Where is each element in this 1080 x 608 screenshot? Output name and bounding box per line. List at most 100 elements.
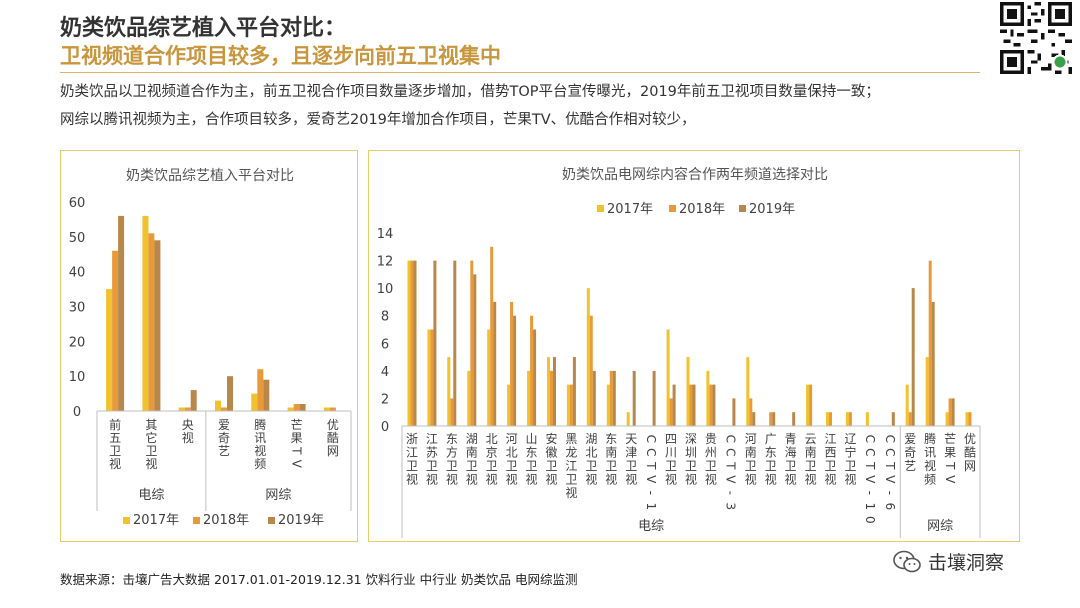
- x-tick-label: 云: [805, 432, 817, 446]
- x-tick-label: 广: [765, 432, 777, 446]
- bar-贵州卫视-2018年: [709, 384, 713, 426]
- x-tick-label: 西: [825, 446, 837, 460]
- x-tick-label: 津: [625, 446, 637, 460]
- chart-panel-channel: 奶类饮品电网综内容合作两年频道选择对比 2017年 2018年 2019年 0 2 4 6 8 1…: [368, 150, 1020, 542]
- legend-swatch: [123, 517, 130, 524]
- x-tick-label: 视: [466, 472, 478, 487]
- x-tick-label: 深: [685, 432, 697, 446]
- x-tick-label: 优: [964, 432, 976, 446]
- x-tick-label: 湖: [585, 431, 597, 446]
- x-tick-label: 视: [526, 472, 538, 487]
- legend-label: 2019年: [749, 202, 795, 217]
- x-tick-label: 卫: [844, 459, 856, 473]
- bar-安徽卫视-2018年: [550, 370, 553, 426]
- x-tick-label: 视: [406, 472, 418, 487]
- x-tick-label: 宁: [844, 445, 856, 460]
- bar-芒果TV-2018年: [293, 404, 300, 411]
- x-tick-label: 卫: [665, 459, 677, 473]
- bar-天津卫视-2019年: [632, 370, 636, 426]
- bar-芒果TV-2018年: [948, 398, 952, 426]
- legend-swatch: [268, 517, 275, 524]
- y-tick-label: 10: [377, 282, 394, 297]
- x-tick-label: 视: [924, 458, 936, 473]
- bar-湖南卫视-2018年: [470, 260, 474, 426]
- x-tick-label: 东: [765, 446, 777, 460]
- x-tick-label: 艺: [218, 444, 230, 458]
- bar-前五卫视-2019年: [118, 215, 125, 411]
- x-tick-label: 频: [924, 473, 936, 487]
- x-tick-label: 其: [145, 418, 157, 432]
- x-tick-label: V: [289, 460, 303, 469]
- x-tick-label: 视: [685, 472, 697, 487]
- x-tick-label: 视: [182, 430, 194, 445]
- x-tick-label: 视: [844, 472, 856, 487]
- x-tick-label: 视: [785, 472, 797, 487]
- bar-北京卫视-2017年: [487, 329, 491, 426]
- x-tick-label: V: [644, 475, 658, 484]
- bar-腾讯视频-2018年: [928, 260, 932, 426]
- bar-江苏卫视-2017年: [427, 329, 431, 426]
- x-tick-label: C: [724, 448, 738, 456]
- x-tick-label: 视: [506, 472, 518, 487]
- x-tick-label: 川: [665, 446, 677, 460]
- x-tick-label: 它: [145, 430, 157, 445]
- x-tick-label: 果: [944, 446, 956, 460]
- x-tick-label: 北: [585, 446, 597, 460]
- x-tick-label: 网: [327, 444, 339, 458]
- x-tick-label: 卫: [526, 459, 538, 473]
- x-tick-label: 山: [526, 432, 538, 446]
- x-tick-label: 奇: [218, 431, 230, 445]
- bar-东方卫视-2017年: [447, 357, 451, 426]
- x-tick-label: 东: [526, 446, 538, 460]
- bar-爱奇艺-2019年: [911, 288, 915, 426]
- x-tick-label: 央: [182, 418, 194, 432]
- x-tick-label: 卫: [565, 473, 577, 487]
- x-tick-label: 卫: [605, 459, 617, 473]
- x-tick-label: 前: [109, 417, 121, 432]
- x-tick-label: 卫: [705, 459, 717, 473]
- bar-其它卫视-2017年: [142, 215, 149, 411]
- bar-黑龙江卫视-2018年: [569, 384, 573, 426]
- x-tick-label: 芒: [944, 431, 956, 446]
- platform-comparison-chart: 奶类饮品综艺植入平台对比0102030405060前五卫视其它卫视央视爱奇艺腾讯…: [69, 168, 352, 528]
- bar-爱奇艺-2019年: [227, 376, 233, 411]
- x-tick-label: 酷: [327, 431, 339, 445]
- x-tick-label: 北: [486, 432, 498, 446]
- bar-河北卫视-2017年: [507, 384, 511, 426]
- x-tick-label: 方: [446, 445, 458, 460]
- x-tick-label: 北: [506, 446, 518, 460]
- bar-江西卫视-2018年: [829, 412, 832, 426]
- bar-腾讯视频-2017年: [925, 357, 929, 426]
- bar-东方卫视-2019年: [453, 260, 457, 426]
- wechat-icon: [893, 550, 921, 572]
- bar-北京卫视-2018年: [490, 246, 494, 426]
- x-tick-label: T: [883, 461, 897, 470]
- legend-swatch: [597, 205, 604, 212]
- bar-东南卫视-2018年: [609, 370, 613, 426]
- x-tick-label: 州: [705, 446, 717, 460]
- x-tick-label: 视: [625, 472, 637, 487]
- bar-黑龙江卫视-2017年: [566, 384, 570, 426]
- x-tick-label: 卫: [446, 459, 458, 473]
- bar-贵州卫视-2017年: [706, 370, 710, 426]
- bar-央视-2018年: [184, 407, 191, 411]
- x-tick-label: 龙: [565, 446, 577, 460]
- bar-湖南卫视-2017年: [467, 370, 471, 426]
- bar-爱奇艺-2018年: [908, 412, 912, 426]
- bar-东方卫视-2018年: [450, 398, 454, 426]
- x-tick-label: 酷: [964, 446, 976, 460]
- x-tick-label: 优: [327, 418, 339, 432]
- y-tick-label: 60: [69, 196, 86, 211]
- bar-湖南卫视-2019年: [473, 274, 477, 426]
- x-tick-label: 黑: [565, 432, 577, 446]
- legend-swatch: [193, 517, 200, 524]
- bar-腾讯视频-2018年: [257, 369, 264, 411]
- bar-芒果TV-2019年: [951, 398, 955, 426]
- bar-贵州卫视-2019年: [712, 384, 716, 426]
- bar-芒果TV-2017年: [945, 412, 949, 426]
- bar-河北卫视-2018年: [510, 301, 514, 426]
- x-tick-label: T: [724, 461, 738, 470]
- x-tick-label: 视: [705, 472, 717, 487]
- x-tick-label: 卫: [805, 459, 817, 473]
- bar-山东卫视-2018年: [530, 315, 534, 426]
